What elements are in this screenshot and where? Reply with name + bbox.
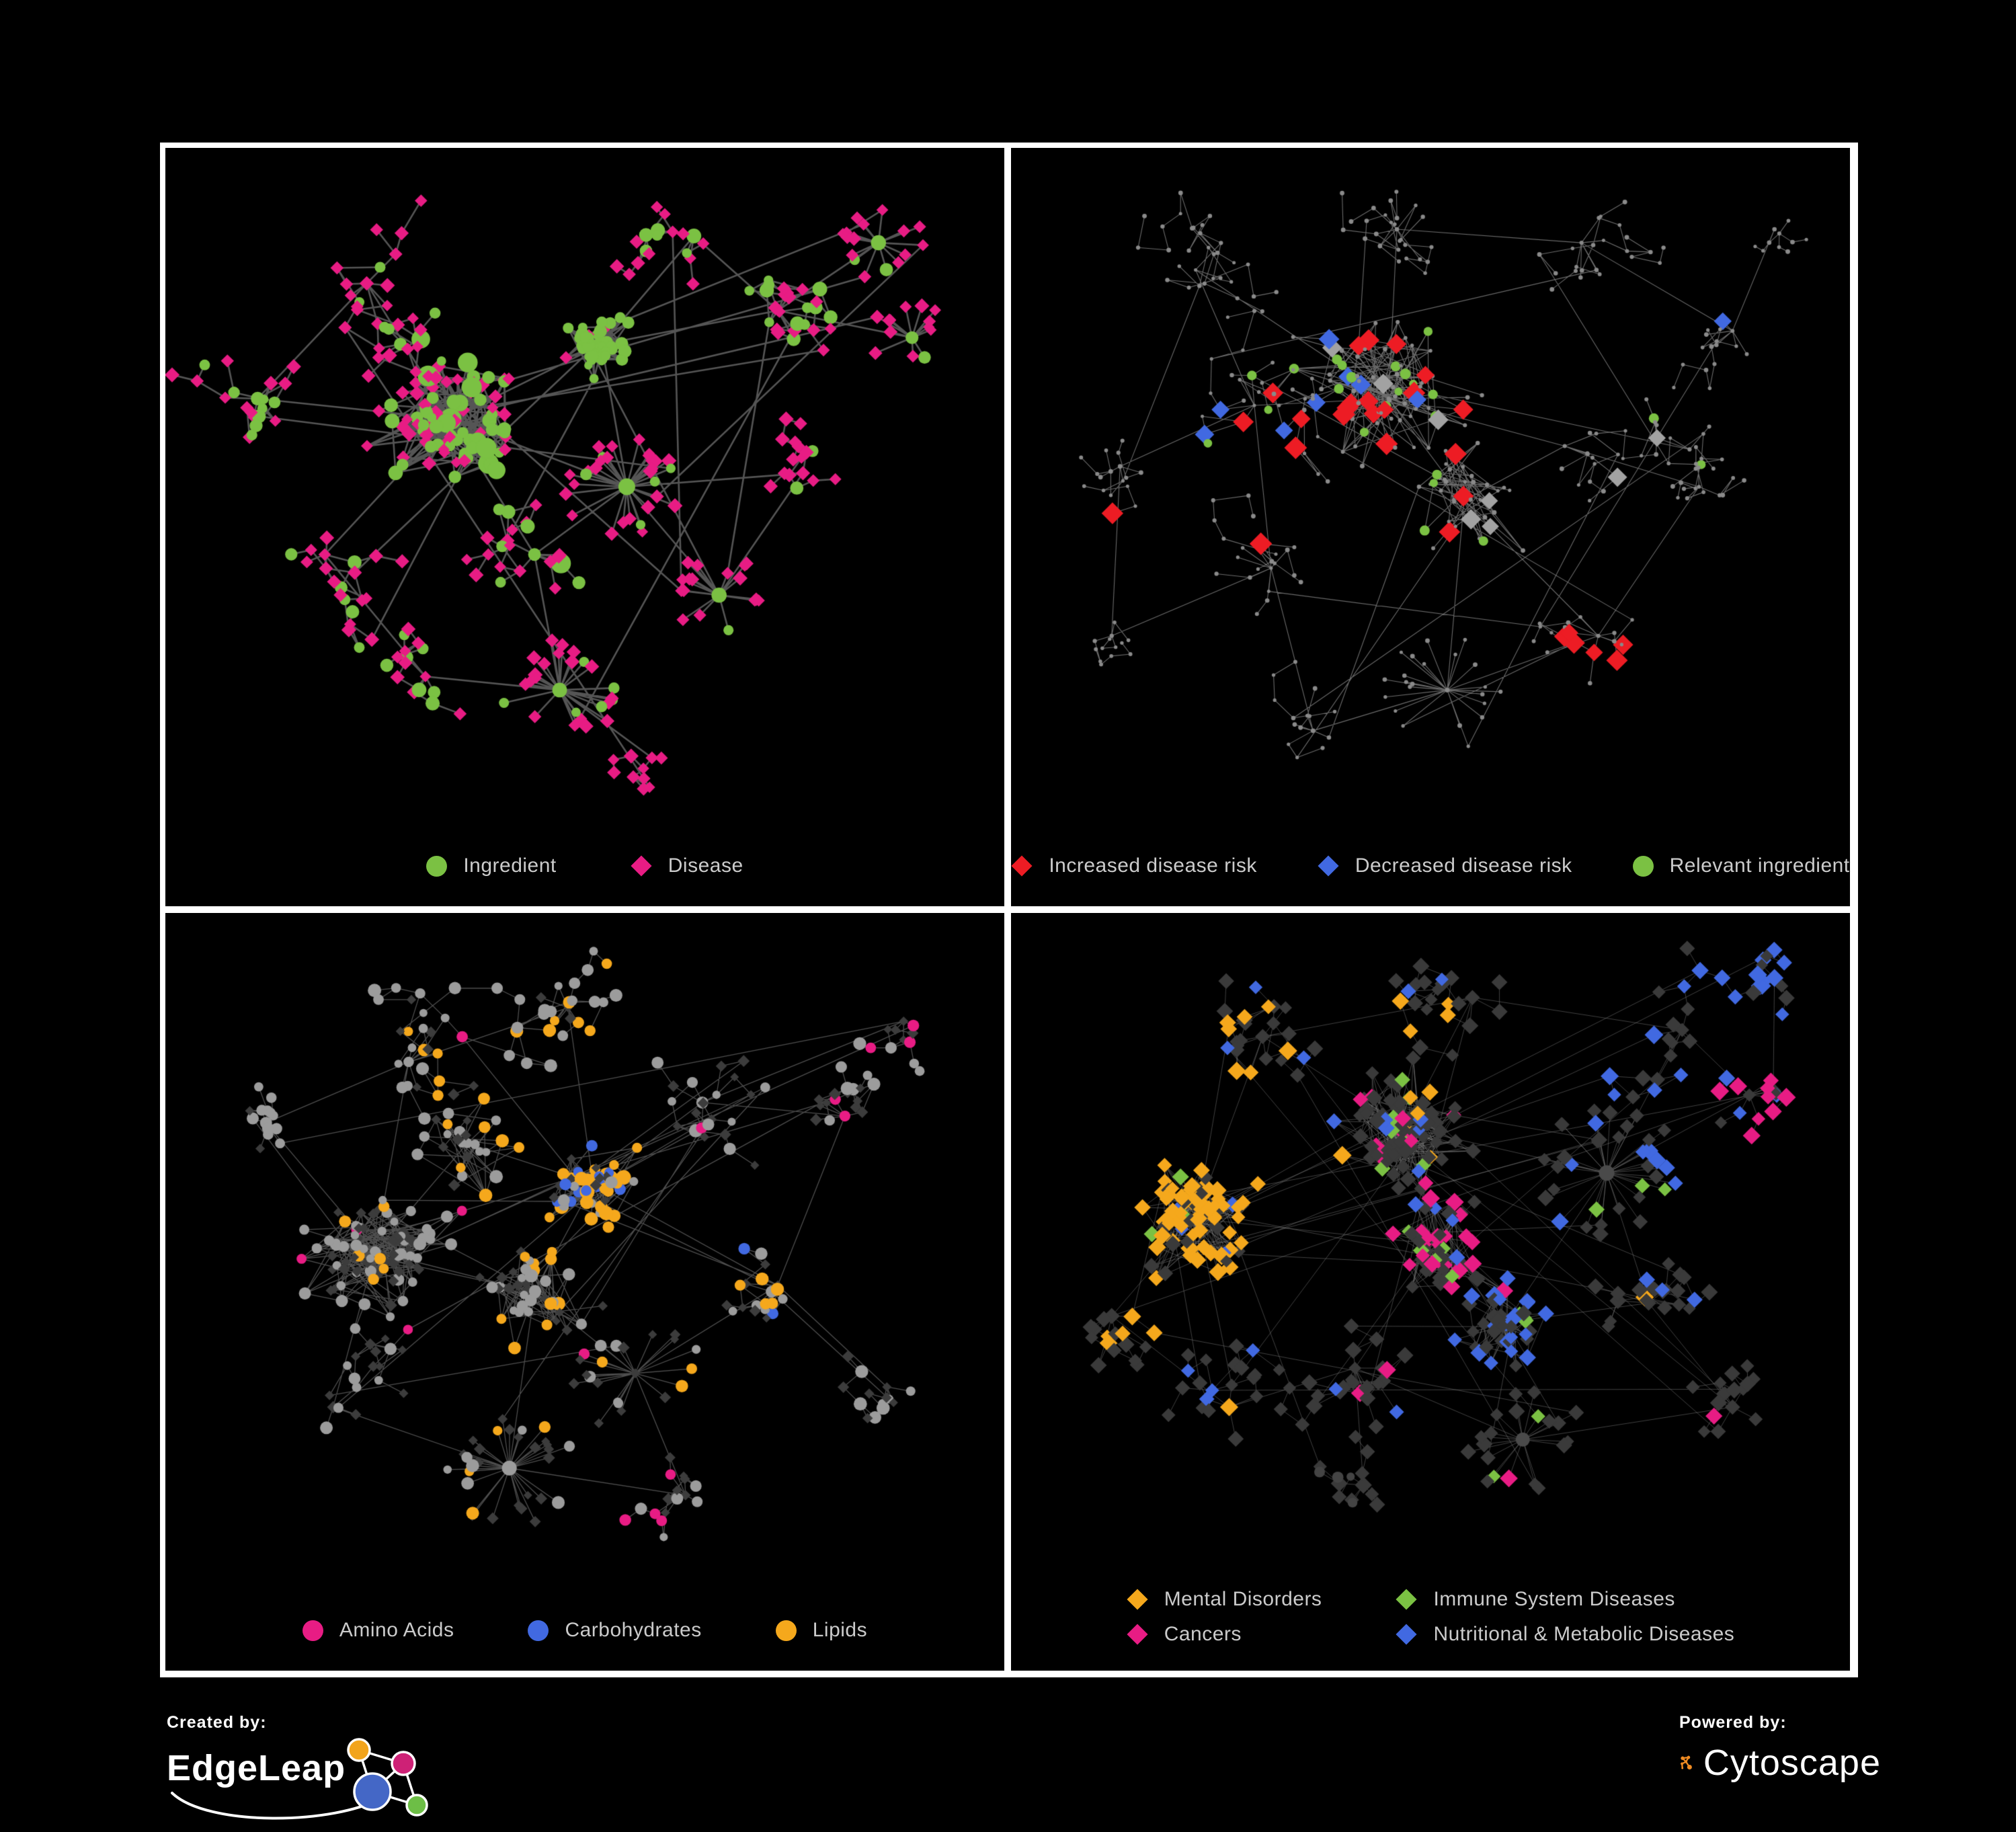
edgeleap-pink-node xyxy=(391,1751,416,1776)
relevant-ingredient-circle-icon xyxy=(1632,855,1654,877)
edgeleap-blue-node xyxy=(353,1772,392,1811)
macronutrients-network-canvas xyxy=(165,913,1004,1590)
disease-risk-network-canvas xyxy=(1011,148,1850,826)
edgeleap-orange-node xyxy=(347,1738,371,1762)
legend-label: Decreased disease risk xyxy=(1355,854,1572,877)
edgeleap-logo-icon xyxy=(171,1738,428,1820)
legend-label: Disease xyxy=(668,854,743,877)
legend-item-carbohydrates: Carbohydrates xyxy=(528,1619,701,1642)
legend-label: Nutritional & Metabolic Diseases xyxy=(1433,1623,1735,1645)
legend-label: Relevant ingredient xyxy=(1669,854,1850,877)
legend-macronutrients: Amino Acids Carbohydrates Lipids xyxy=(165,1590,1004,1671)
panel-grid: Ingredient Disease Increased disease ris… xyxy=(165,148,1850,1671)
decreased-risk-diamond-icon xyxy=(1318,855,1339,877)
legend-item-ingredient: Ingredient xyxy=(426,854,556,877)
legend-item-cancers: Cancers xyxy=(1127,1623,1242,1646)
nutritional-metabolic-diseases-diamond-icon xyxy=(1396,1624,1417,1645)
legend-label: Ingredient xyxy=(463,854,557,877)
carbohydrates-circle-icon xyxy=(528,1620,549,1641)
cytoscape-logo-icon xyxy=(1681,1755,1692,1770)
edgeleap-logo: EdgeLeap xyxy=(167,1733,543,1820)
edgeleap-green-node xyxy=(405,1794,428,1817)
legend-label: Mental Disorders xyxy=(1164,1588,1322,1610)
panel-ingredient-disease: Ingredient Disease xyxy=(165,148,1004,906)
legend-item-decreased-risk: Decreased disease risk xyxy=(1318,854,1572,877)
legend-item-lipids: Lipids xyxy=(775,1619,868,1642)
amino-acids-circle-icon xyxy=(302,1620,323,1641)
disease-diamond-icon xyxy=(631,855,652,877)
legend-item-relevant-ingredient: Relevant ingredient xyxy=(1632,854,1850,877)
legend-label: Immune System Diseases xyxy=(1433,1588,1675,1610)
legend-item-mental-disorders: Mental Disorders xyxy=(1127,1588,1322,1611)
increased-risk-diamond-icon xyxy=(1011,855,1033,877)
edgeleap-brand-text: EdgeLeap xyxy=(167,1748,346,1788)
legend-disease-risk: Increased disease risk Decreased disease… xyxy=(1011,826,1850,906)
created-by-label: Created by: xyxy=(167,1713,267,1732)
legend-label: Carbohydrates xyxy=(565,1619,702,1641)
lipids-circle-icon xyxy=(775,1620,797,1641)
cancers-diamond-icon xyxy=(1127,1624,1148,1645)
legend-label: Lipids xyxy=(812,1619,868,1641)
legend-disease-categories: Mental Disorders Immune System Diseases … xyxy=(1011,1563,1850,1671)
panel-disease-categories: Mental Disorders Immune System Diseases … xyxy=(1011,913,1850,1671)
created-by-block: Created by: EdgeLeap xyxy=(167,1713,543,1827)
legend-item-amino-acids: Amino Acids xyxy=(302,1619,454,1642)
ingredient-circle-icon xyxy=(426,855,448,877)
powered-by-block: Powered by: Cytoscape xyxy=(1679,1713,1881,1789)
legend-label: Increased disease risk xyxy=(1049,854,1257,877)
legend-item-immune-system-diseases: Immune System Diseases xyxy=(1396,1588,1675,1611)
cytoscape-brand-text: Cytoscape xyxy=(1703,1743,1881,1783)
legend-item-increased-risk: Increased disease risk xyxy=(1011,854,1256,877)
legend-ingredient-disease: Ingredient Disease xyxy=(165,826,1004,906)
legend-label: Amino Acids xyxy=(339,1619,454,1641)
disease-categories-network-canvas xyxy=(1011,913,1850,1563)
panel-disease-risk: Increased disease risk Decreased disease… xyxy=(1011,148,1850,906)
legend-item-nutritional-metabolic-diseases: Nutritional & Metabolic Diseases xyxy=(1396,1623,1734,1646)
panel-frame: Ingredient Disease Increased disease ris… xyxy=(160,143,1858,1677)
legend-item-disease: Disease xyxy=(631,854,743,877)
edgeleap-swoosh xyxy=(171,1792,385,1820)
immune-system-diseases-diamond-icon xyxy=(1396,1589,1417,1610)
legend-label: Cancers xyxy=(1164,1623,1242,1645)
ingredient-disease-network-canvas xyxy=(165,148,1004,826)
panel-macronutrients: Amino Acids Carbohydrates Lipids xyxy=(165,913,1004,1671)
mental-disorders-diamond-icon xyxy=(1127,1589,1148,1610)
powered-by-label: Powered by: xyxy=(1679,1713,1787,1732)
